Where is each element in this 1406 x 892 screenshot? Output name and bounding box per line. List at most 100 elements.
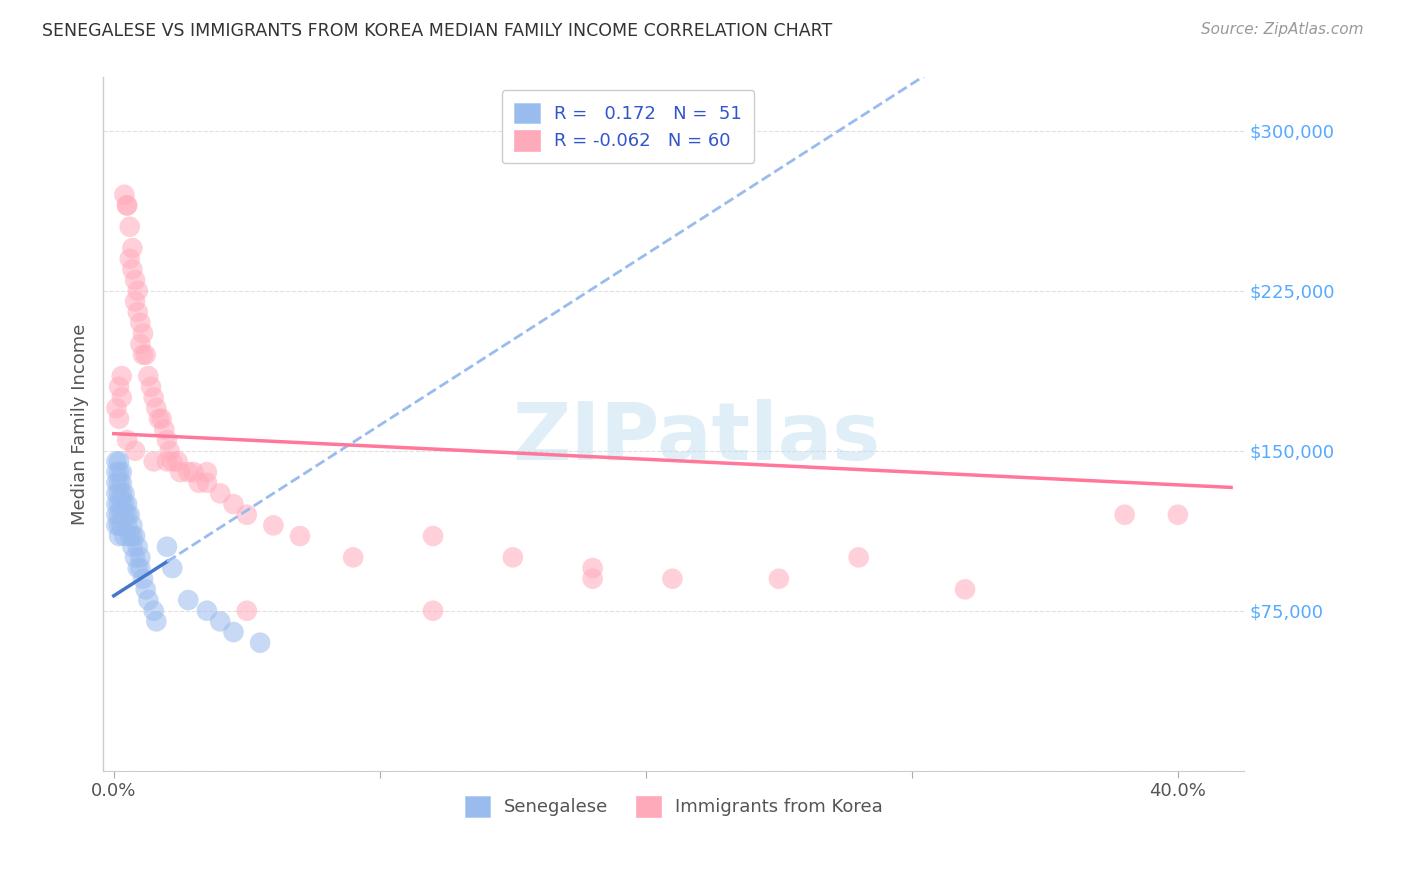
Point [222,625,245,640]
Point [108,508,131,522]
Point [127,305,149,319]
Point [135,348,157,362]
Point [422,529,444,543]
Point [129,337,152,351]
Point [156,454,179,468]
Point [342,550,364,565]
Point [148,411,170,425]
Point [162,561,184,575]
Point [115,508,138,522]
Point [129,561,152,575]
Point [115,518,138,533]
Point [127,540,149,554]
Point [156,540,179,554]
Point [105,518,128,533]
Point [288,529,311,543]
Point [112,187,135,202]
Point [105,497,128,511]
Text: Source: ZipAtlas.com: Source: ZipAtlas.com [1201,22,1364,37]
Point [129,550,152,565]
Point [108,486,131,500]
Text: ZIPatlas: ZIPatlas [512,399,880,477]
Point [153,422,176,436]
Point [115,433,138,447]
Point [209,486,232,500]
Point [105,454,128,468]
Point [115,198,138,212]
Point [768,572,790,586]
Point [111,465,134,479]
Point [159,443,181,458]
Point [121,241,143,255]
Point [105,508,128,522]
Point [135,582,157,597]
Point [132,348,155,362]
Point [422,604,444,618]
Point [183,465,205,479]
Point [112,508,135,522]
Point [112,486,135,500]
Point [195,465,218,479]
Point [124,273,146,287]
Point [127,561,149,575]
Point [142,604,165,618]
Point [105,401,128,415]
Point [115,497,138,511]
Point [187,475,209,490]
Point [661,572,683,586]
Point [105,475,128,490]
Point [111,486,134,500]
Point [581,561,603,575]
Text: SENEGALESE VS IMMIGRANTS FROM KOREA MEDIAN FAMILY INCOME CORRELATION CHART: SENEGALESE VS IMMIGRANTS FROM KOREA MEDI… [42,22,832,40]
Point [108,497,131,511]
Point [124,550,146,565]
Point [108,454,131,468]
Point [118,508,141,522]
Point [222,497,245,511]
Point [108,529,131,543]
Point [142,391,165,405]
Point [118,529,141,543]
Point [848,550,870,565]
Point [236,604,259,618]
Point [124,294,146,309]
Point [195,475,218,490]
Point [129,316,152,330]
Point [209,615,232,629]
Point [121,540,143,554]
Point [124,443,146,458]
Point [139,380,162,394]
Point [150,411,173,425]
Point [111,369,134,384]
Point [127,284,149,298]
Point [111,391,134,405]
Point [169,465,191,479]
Point [108,518,131,533]
Point [118,252,141,266]
Point [108,475,131,490]
Point [121,518,143,533]
Point [1167,508,1189,522]
Point [162,454,184,468]
Point [236,508,259,522]
Point [145,401,167,415]
Point [138,593,160,607]
Point [112,497,135,511]
Point [138,369,160,384]
Point [105,486,128,500]
Y-axis label: Median Family Income: Median Family Income [72,324,89,524]
Point [118,219,141,234]
Point [145,615,167,629]
Point [121,262,143,277]
Point [177,593,200,607]
Point [156,433,179,447]
Point [132,326,155,341]
Point [121,529,143,543]
Point [108,465,131,479]
Point [1114,508,1136,522]
Point [142,454,165,468]
Point [108,380,131,394]
Point [111,497,134,511]
Point [111,518,134,533]
Point [112,529,135,543]
